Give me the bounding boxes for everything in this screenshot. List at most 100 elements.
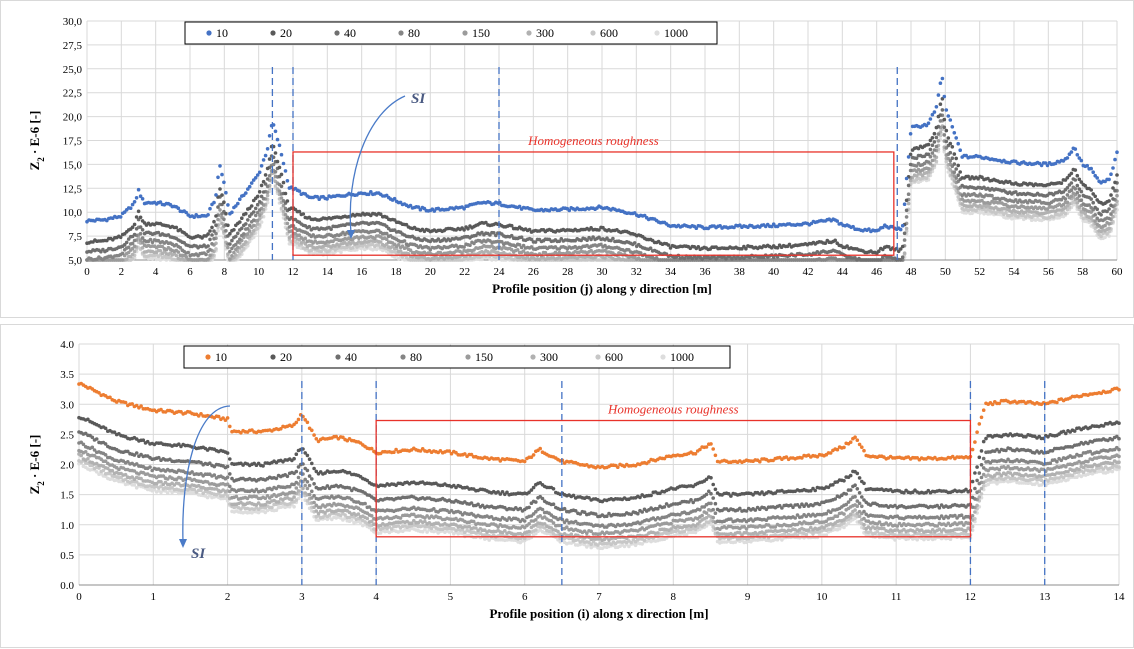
x-tick-label: 50 [940,266,952,278]
data-point [208,254,212,258]
data-point [228,232,232,236]
data-point [945,160,949,164]
data-point [228,257,232,261]
data-point [899,228,903,232]
data-point [208,229,212,233]
data-point [943,126,947,130]
data-point [238,197,242,201]
legend-marker [270,30,275,35]
data-point [935,126,939,130]
data-point [1091,201,1095,205]
legend-marker [206,30,211,35]
x-tick-label: 12 [288,266,299,278]
x-tick-label: 10 [816,591,828,603]
y-tick-label: 27,5 [63,40,83,52]
data-point [953,131,957,135]
data-point [256,219,260,223]
data-point [298,189,302,193]
x-tick-label: 30 [597,266,609,278]
data-point [945,140,949,144]
x-tick-label: 46 [871,266,883,278]
data-point [909,132,913,136]
data-point [1095,207,1099,211]
y-tick-label: 2.0 [60,460,74,472]
data-point [903,251,907,255]
y-tick-label: 1.5 [60,490,74,502]
data-point [954,136,958,140]
data-point [268,157,272,161]
data-point [954,157,958,161]
data-point [232,251,236,255]
data-point [125,241,129,245]
data-point [260,164,264,168]
x-tick-label: 20 [425,266,437,278]
data-point [1066,156,1070,160]
data-point [264,173,268,177]
data-point [220,193,224,197]
y-tick-label: 20,0 [63,112,83,124]
data-point [903,238,907,242]
data-point [947,114,951,118]
y-tick-label: 3.5 [60,369,74,381]
data-point [252,229,256,233]
x-tick-label: 36 [700,266,712,278]
data-point [262,180,266,184]
data-point [244,222,248,226]
data-point [262,190,266,194]
data-point [212,237,216,241]
data-point [206,213,210,217]
data-point [268,134,272,138]
data-point [282,162,286,166]
data-point [953,170,957,174]
data-point [929,117,933,121]
legend-marker [462,30,467,35]
data-point [218,164,222,168]
data-point [1109,193,1113,197]
data-point [266,194,270,198]
data-point [937,139,941,143]
y-tick-label: 30,0 [63,16,83,28]
data-point [206,257,210,261]
data-point [1076,153,1080,157]
x-tick-label: 42 [803,266,814,278]
data-point [278,144,282,148]
data-point [943,133,947,137]
data-point [1076,191,1080,195]
data-point [931,159,935,163]
data-point [1080,159,1084,163]
data-point [248,224,252,228]
data-point [246,218,250,222]
data-point [905,199,909,203]
data-point [244,240,248,244]
data-point [1109,204,1113,208]
legend-label: 10 [216,26,228,40]
data-point [1066,201,1070,205]
data-point [210,242,214,246]
data-point [1107,227,1111,231]
data-point [1099,213,1103,217]
data-point [186,251,190,255]
legend-marker [334,30,339,35]
data-point [250,181,254,185]
data-point [208,248,212,252]
data-point [224,191,228,195]
data-point [286,222,290,226]
x-tick-label: 24 [494,266,506,278]
data-point [139,216,143,220]
homogeneous-roughness-label: Homogeneous roughness [527,133,659,148]
data-point [907,184,911,188]
data-point [135,227,139,231]
data-point [268,174,272,178]
data-point [127,246,131,250]
y-tick-label: 22,5 [63,88,83,100]
data-point [238,220,242,224]
x-tick-label: 10 [253,266,265,278]
data-point [252,210,256,214]
data-point [933,148,937,152]
data-point [951,156,955,160]
data-point [240,216,244,220]
data-point [1074,187,1078,191]
data-point [953,152,957,156]
y-axis-title-main: Z [27,161,42,170]
